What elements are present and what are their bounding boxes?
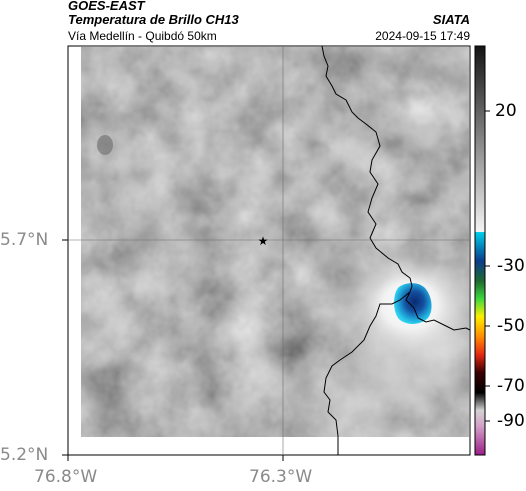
- region-label: Vía Medellín - Quibdó 50km: [68, 29, 217, 43]
- lon-label-76-8: 76.8°W: [34, 467, 98, 487]
- colorbar-label-minus-50: -50: [497, 316, 525, 336]
- lat-label-5-7: 5.7°N: [0, 230, 49, 250]
- cold-cloud-top: [394, 283, 432, 324]
- lon-label-76-3: 76.3°W: [249, 467, 313, 487]
- lat-label-5-2: 5.2°N: [0, 445, 49, 465]
- product-title: Temperatura de Brillo CH13: [68, 12, 239, 27]
- star-icon: ★: [258, 234, 269, 248]
- colorbar-label-20: 20: [495, 101, 517, 121]
- brightness-temperature-field: [81, 47, 469, 437]
- admin-borders: [321, 45, 471, 455]
- colorbar: [474, 45, 490, 456]
- colorbar-label-minus-70: -70: [497, 376, 525, 396]
- satellite-title: GOES-EAST: [68, 0, 145, 13]
- colorbar-label-minus-30: -30: [497, 256, 525, 276]
- timestamp-label: 2024-09-15 17:49: [375, 29, 470, 43]
- agency-label: SIATA: [432, 12, 470, 27]
- colorbar-label-minus-90: -90: [497, 411, 525, 431]
